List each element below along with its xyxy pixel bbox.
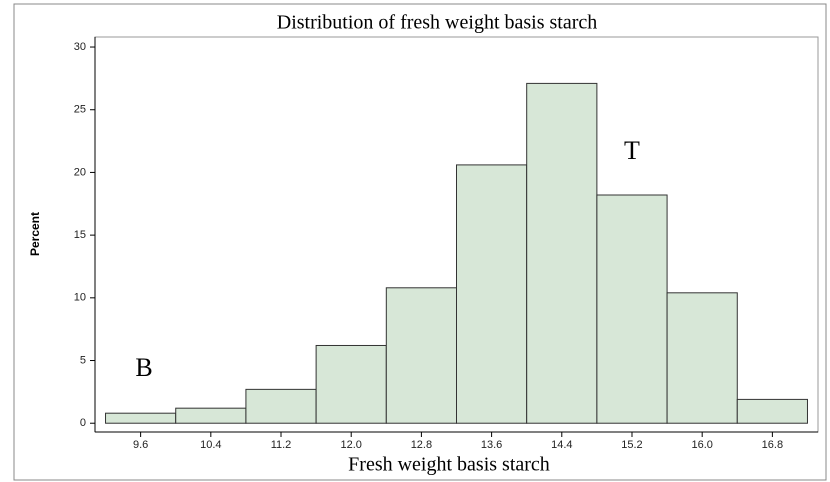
x-tick-label: 16.8 [762,439,783,451]
y-tick-label: 15 [74,229,86,241]
chart-title: Distribution of fresh weight basis starc… [277,12,598,34]
x-tick-label: 11.2 [271,439,292,451]
bar [105,412,177,424]
x-tick-label: 12.0 [340,439,361,451]
bar [666,292,738,424]
x-tick-label: 15.2 [621,439,642,451]
bar [526,82,598,424]
x-tick-label: 16.0 [691,439,712,451]
x-tick-label: 13.6 [481,439,502,451]
x-axis-label: Fresh weight basis starch [348,454,550,476]
x-tick-label: 9.6 [133,439,148,451]
bar [736,398,808,424]
x-tick-label: 14.4 [551,439,572,451]
x-tick-label: 10.4 [200,439,221,451]
y-tick-label: 30 [74,41,86,53]
bar [315,344,387,424]
annotation: T [624,136,640,165]
bar [456,164,528,424]
x-tick-label: 12.8 [411,439,432,451]
bar [175,407,247,424]
y-axis-label: Percent [28,212,42,256]
bar [245,388,317,424]
y-tick-label: 0 [80,417,86,429]
bar [596,194,668,424]
y-tick-label: 20 [74,166,86,178]
y-tick-label: 5 [80,354,86,366]
annotation: B [135,353,152,382]
y-tick-label: 25 [74,104,86,116]
bar [385,287,457,424]
y-tick-label: 10 [74,292,86,304]
